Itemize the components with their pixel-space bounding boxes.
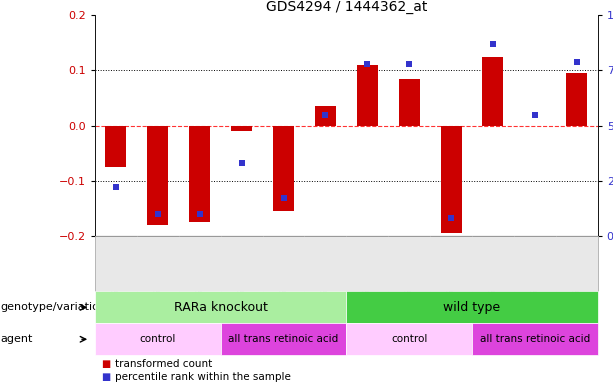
Text: GSM775295: GSM775295: [153, 242, 162, 296]
Bar: [273, 126, 294, 211]
Bar: [566, 73, 587, 126]
Text: GSM775302: GSM775302: [572, 242, 581, 296]
Bar: [105, 126, 126, 167]
Title: GDS4294 / 1444362_at: GDS4294 / 1444362_at: [265, 0, 427, 14]
Text: agent: agent: [0, 334, 32, 344]
Bar: [441, 126, 462, 233]
Text: GSM775299: GSM775299: [195, 242, 204, 296]
Text: GSM775291: GSM775291: [112, 242, 121, 296]
Text: GSM775298: GSM775298: [530, 242, 539, 296]
Text: ■: ■: [101, 372, 110, 382]
Bar: [231, 126, 252, 131]
Bar: [147, 126, 169, 225]
Text: control: control: [140, 334, 176, 344]
Text: all trans retinoic acid: all trans retinoic acid: [229, 334, 338, 344]
Text: GSM775301: GSM775301: [446, 242, 455, 296]
Text: all trans retinoic acid: all trans retinoic acid: [480, 334, 590, 344]
Text: GSM775300: GSM775300: [321, 242, 330, 296]
Text: GSM775297: GSM775297: [405, 242, 414, 296]
Bar: [482, 57, 503, 126]
Text: GSM775293: GSM775293: [363, 242, 372, 296]
Bar: [357, 65, 378, 126]
Text: GSM775296: GSM775296: [279, 242, 288, 296]
Text: RARa knockout: RARa knockout: [173, 301, 268, 314]
Text: GSM775292: GSM775292: [237, 242, 246, 296]
Bar: [189, 126, 210, 222]
Bar: [398, 79, 420, 126]
Text: genotype/variation: genotype/variation: [0, 302, 106, 313]
Text: ■: ■: [101, 359, 110, 369]
Text: control: control: [391, 334, 427, 344]
Text: percentile rank within the sample: percentile rank within the sample: [115, 372, 291, 382]
Text: wild type: wild type: [443, 301, 501, 314]
Text: GSM775294: GSM775294: [489, 242, 498, 296]
Bar: [315, 106, 336, 126]
Text: transformed count: transformed count: [115, 359, 212, 369]
